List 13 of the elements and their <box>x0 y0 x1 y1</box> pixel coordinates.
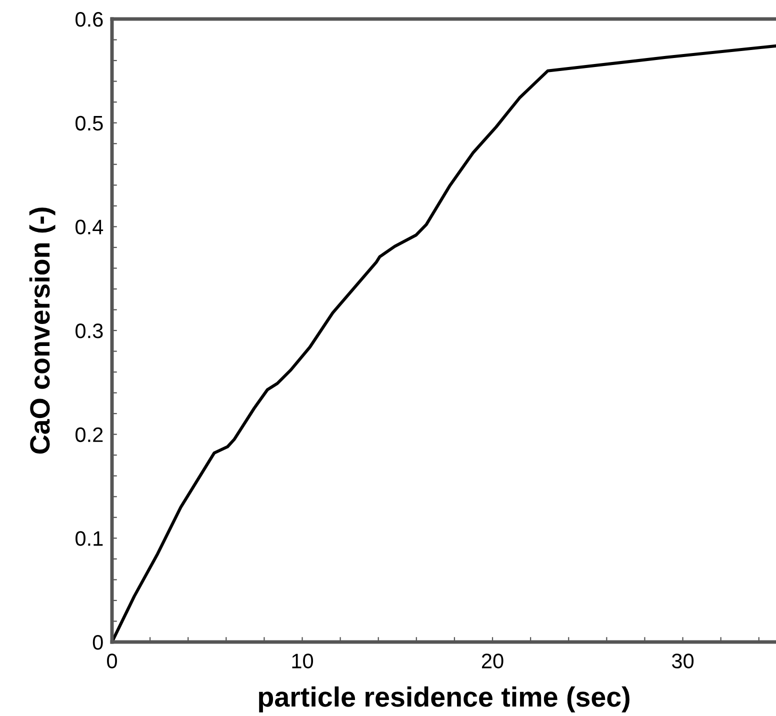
y-tick-label: 0.6 <box>76 12 103 27</box>
y-tick-label: 0.1 <box>76 531 103 546</box>
x-tick-label: 10 <box>292 654 314 668</box>
y-tick-label: 0.4 <box>76 220 104 234</box>
y-tick-label: 0.5 <box>76 116 103 131</box>
x-tick-label: 30 <box>672 654 694 668</box>
y-axis-title: CaO conversion (-) <box>29 208 56 454</box>
x-tick-label: 0 <box>107 654 117 668</box>
y-tick-label: 0 <box>92 635 103 650</box>
y-tick-label: 0.3 <box>76 324 103 338</box>
y-tick-label: 0.2 <box>76 427 103 442</box>
x-axis-title: particle residence time (sec) <box>259 686 630 712</box>
x-tick-label: 20 <box>482 654 504 668</box>
